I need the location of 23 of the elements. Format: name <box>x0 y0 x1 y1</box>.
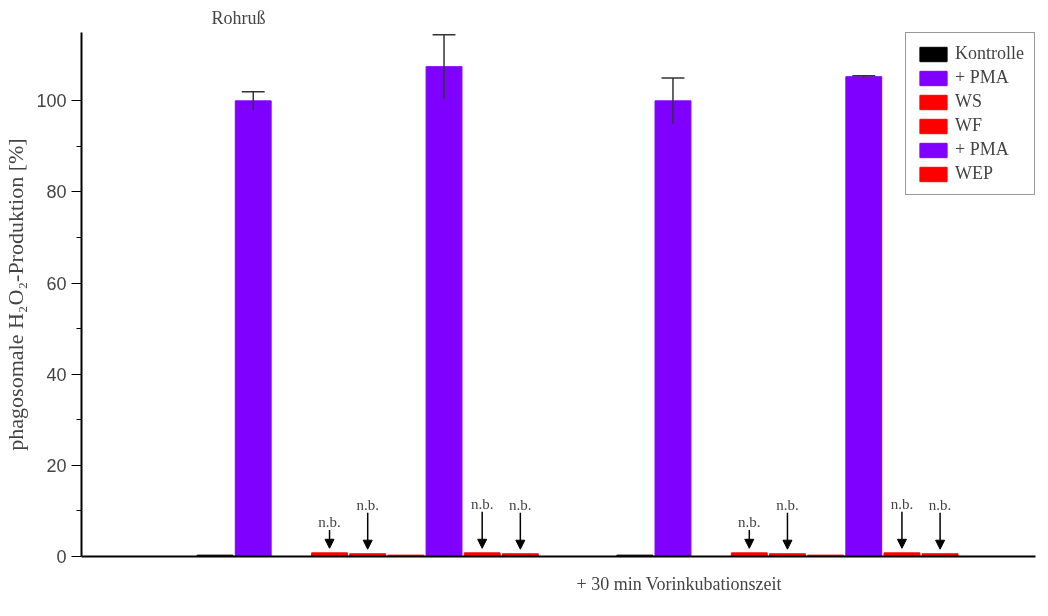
y-tick-label: 100 <box>36 91 67 112</box>
y-tick-label: 0 <box>56 547 67 567</box>
legend-label: WF <box>955 115 982 136</box>
y-axis-title: phagosomale H₂O₂-Produktion [%] <box>3 138 29 451</box>
legend-label: + PMA <box>955 139 1009 160</box>
legend-label: WS <box>955 91 982 112</box>
data-label: n.b. <box>356 496 379 513</box>
data-label: n.b. <box>928 496 952 513</box>
data-label: n.b. <box>318 514 341 531</box>
legend-label: Kontrolle <box>955 43 1024 64</box>
text: + 30 min Vorinkubationszeit <box>576 573 782 594</box>
y-tick-label: 80 <box>46 182 67 203</box>
legend-label: WEP <box>955 163 993 184</box>
data-label: n.b. <box>738 514 761 531</box>
data-label: n.b. <box>776 496 799 513</box>
data-label: n.b. <box>890 495 914 512</box>
data-label: n.b. <box>509 496 532 513</box>
text: Rohruß <box>211 7 266 28</box>
y-tick-label: 60 <box>46 273 67 294</box>
legend-label: + PMA <box>955 67 1009 88</box>
data-label: n.b. <box>470 495 494 512</box>
y-tick-label: 20 <box>46 455 67 476</box>
y-tick-label: 40 <box>46 364 67 385</box>
